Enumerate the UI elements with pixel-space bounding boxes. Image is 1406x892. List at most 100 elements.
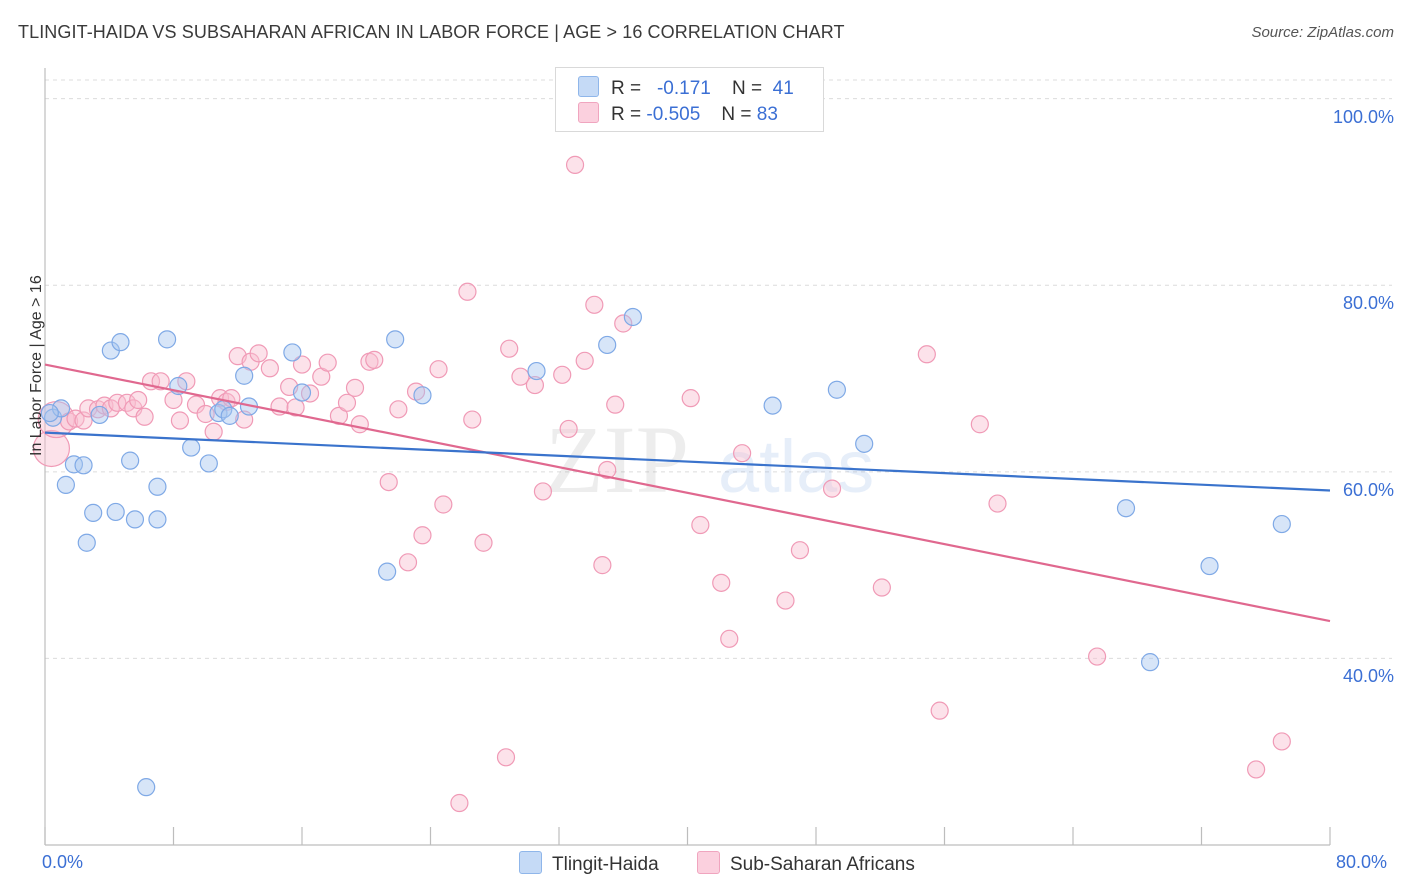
data-point-tlingit-haida bbox=[199, 454, 218, 473]
data-point-sub-saharan bbox=[691, 515, 710, 535]
r-value: -0.505 bbox=[646, 104, 701, 125]
data-point-tlingit-haida bbox=[413, 386, 432, 405]
data-point-sub-saharan bbox=[164, 390, 183, 410]
legend-swatch-blue bbox=[578, 76, 599, 97]
data-point-sub-saharan bbox=[614, 314, 633, 333]
stats-row-tlingit-haida: R = -0.171 N = 41 bbox=[578, 76, 794, 100]
x-tick-label-min: 0.0% bbox=[42, 852, 84, 872]
y-tick-label: 100.0% bbox=[1332, 106, 1394, 127]
n-label: N = bbox=[721, 104, 752, 125]
data-point-sub-saharan bbox=[533, 482, 553, 501]
data-point-tlingit-haida bbox=[283, 343, 302, 362]
data-point-sub-saharan bbox=[474, 533, 493, 552]
data-point-tlingit-haida bbox=[84, 503, 103, 522]
series-tlingit-haida bbox=[40, 307, 1291, 797]
data-point-tlingit-haida bbox=[74, 456, 93, 475]
data-point-sub-saharan bbox=[345, 378, 365, 397]
data-point-sub-saharan bbox=[790, 541, 810, 560]
n-label: N = bbox=[731, 78, 763, 99]
data-point-tlingit-haida bbox=[121, 451, 140, 470]
data-point-sub-saharan bbox=[337, 393, 357, 412]
data-point-tlingit-haida bbox=[235, 366, 254, 385]
data-point-sub-saharan bbox=[733, 444, 752, 463]
data-point-tlingit-haida bbox=[148, 477, 167, 496]
y-tick-label: 60.0% bbox=[1342, 479, 1394, 500]
data-point-sub-saharan bbox=[565, 155, 585, 174]
data-point-tlingit-haida bbox=[292, 383, 312, 402]
data-point-sub-saharan bbox=[186, 395, 206, 414]
data-point-sub-saharan bbox=[553, 365, 572, 384]
data-point-sub-saharan bbox=[720, 629, 739, 648]
legend-swatch-blue bbox=[519, 851, 542, 874]
data-point-tlingit-haida bbox=[1140, 653, 1160, 672]
legend-label: Tlingit-Haida bbox=[552, 854, 659, 875]
data-point-sub-saharan bbox=[389, 400, 408, 419]
data-point-tlingit-haida bbox=[623, 307, 642, 327]
data-point-sub-saharan bbox=[712, 573, 731, 592]
data-point-tlingit-haida bbox=[90, 405, 109, 425]
data-point-tlingit-haida bbox=[1272, 514, 1291, 534]
data-point-sub-saharan bbox=[135, 407, 154, 426]
data-point-tlingit-haida bbox=[763, 396, 782, 415]
source-note: Source: ZipAtlas.com bbox=[1251, 24, 1394, 41]
data-point-tlingit-haida bbox=[182, 438, 201, 457]
data-point-tlingit-haida bbox=[56, 475, 75, 494]
stats-row-sub-saharan: R = -0.505 N = 83 bbox=[578, 102, 778, 126]
data-point-sub-saharan bbox=[249, 344, 268, 363]
legend-label: Sub-Saharan Africans bbox=[730, 854, 915, 875]
data-point-sub-saharan bbox=[434, 495, 453, 514]
data-point-sub-saharan bbox=[151, 372, 170, 391]
data-point-sub-saharan bbox=[450, 793, 469, 813]
trend-line-sub-saharan bbox=[44, 363, 1331, 623]
series-sub-saharan-africans bbox=[32, 155, 1291, 813]
data-point-sub-saharan bbox=[458, 282, 477, 301]
data-point-sub-saharan bbox=[32, 429, 71, 468]
data-point-tlingit-haida bbox=[598, 335, 617, 355]
trend-lines bbox=[44, 363, 1331, 623]
data-point-tlingit-haida bbox=[111, 333, 130, 352]
data-point-sub-saharan bbox=[681, 389, 700, 408]
data-point-sub-saharan bbox=[776, 591, 795, 610]
legend-item-tlingit-haida: Tlingit-Haida bbox=[519, 851, 659, 876]
data-point-sub-saharan bbox=[598, 460, 617, 480]
data-point-sub-saharan bbox=[1087, 647, 1107, 666]
data-point-sub-saharan bbox=[970, 415, 989, 434]
legend-swatch-pink bbox=[578, 102, 599, 123]
y-tick-label: 40.0% bbox=[1342, 666, 1394, 687]
stats-legend: R = -0.171 N = 41 R = -0.505 N = 83 bbox=[555, 67, 824, 132]
data-point-tlingit-haida bbox=[51, 399, 71, 418]
r-label: R = bbox=[611, 78, 642, 99]
data-point-sub-saharan bbox=[585, 295, 604, 314]
data-point-sub-saharan bbox=[1272, 732, 1291, 751]
data-point-sub-saharan bbox=[429, 360, 448, 379]
data-point-tlingit-haida bbox=[125, 510, 145, 529]
data-point-tlingit-haida bbox=[77, 533, 96, 552]
data-point-tlingit-haida bbox=[1116, 499, 1136, 518]
data-point-tlingit-haida bbox=[106, 502, 125, 522]
data-point-sub-saharan bbox=[606, 395, 625, 414]
data-point-sub-saharan bbox=[379, 472, 398, 492]
data-point-sub-saharan bbox=[930, 701, 949, 720]
legend-item-sub-saharan-africans: Sub-Saharan Africans bbox=[697, 851, 915, 876]
data-point-sub-saharan bbox=[593, 556, 612, 575]
legend-swatch-pink bbox=[697, 851, 720, 874]
data-point-sub-saharan bbox=[350, 415, 369, 434]
axes bbox=[44, 68, 1331, 846]
data-point-sub-saharan bbox=[365, 350, 384, 369]
data-point-sub-saharan bbox=[318, 353, 337, 372]
data-point-tlingit-haida bbox=[1200, 556, 1219, 576]
data-point-sub-saharan bbox=[74, 411, 93, 430]
n-value: 83 bbox=[756, 104, 778, 125]
trend-line-tlingit-haida bbox=[44, 431, 1331, 492]
data-point-tlingit-haida bbox=[40, 403, 59, 423]
data-point-sub-saharan bbox=[398, 553, 418, 572]
data-point-sub-saharan bbox=[822, 479, 842, 498]
data-point-tlingit-haida bbox=[220, 406, 239, 425]
data-point-sub-saharan bbox=[129, 390, 148, 410]
data-point-sub-saharan bbox=[559, 419, 578, 439]
data-point-sub-saharan bbox=[108, 393, 127, 412]
data-point-sub-saharan bbox=[196, 404, 215, 424]
data-point-sub-saharan bbox=[204, 422, 223, 441]
data-point-sub-saharan bbox=[463, 410, 482, 429]
data-point-sub-saharan bbox=[260, 359, 279, 378]
